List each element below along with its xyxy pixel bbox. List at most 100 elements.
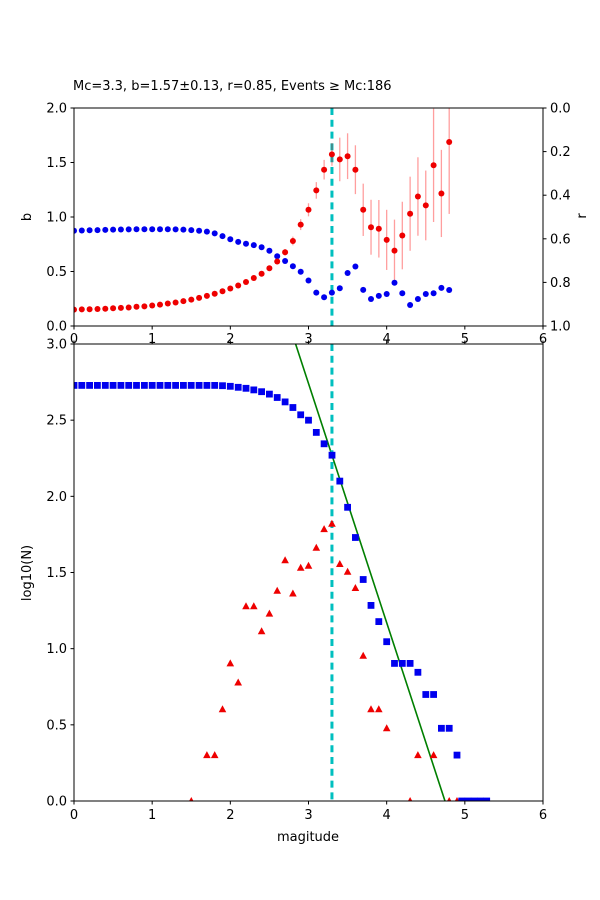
magnitude-tick-label: 5 (461, 808, 469, 823)
b-value-point (235, 238, 242, 245)
r-value-point (203, 292, 210, 299)
cumulative-count-point (383, 638, 391, 646)
incremental-count-point (382, 724, 391, 732)
top-subplot-b-r-chart: 0.0 0.5 1.0 1.5 2.0 0.0 0.2 0.4 0.6 0.8 1.0 0 1 2 3 4 5 6 (46, 102, 570, 348)
cumulative-count-point (352, 534, 359, 541)
gutenberg-richter-fit (294, 344, 446, 801)
b-value-point (258, 244, 265, 251)
incremental-count-point (447, 797, 452, 801)
b-value-point (399, 290, 406, 297)
incremental-count-point (226, 659, 235, 667)
b-value-point (203, 228, 210, 235)
cumulative-count-point (305, 416, 312, 424)
r-value-point (391, 247, 398, 254)
b-value-point (102, 226, 109, 233)
cumulative-count-point (141, 382, 148, 389)
r-value-point (383, 236, 390, 243)
magnitude-tick-label: 5 (461, 332, 469, 347)
b-value-point (360, 286, 367, 293)
magnitude-tick-label: 6 (539, 808, 547, 823)
magnitude-tick-label: 4 (383, 808, 391, 823)
b-value-point (157, 226, 163, 233)
r-value-point (258, 270, 265, 277)
magnitude-tick-label: 6 (539, 332, 547, 347)
log10n-tick-label: 2.0 (46, 490, 67, 505)
r-value-point (211, 290, 218, 297)
b-value-point (266, 247, 273, 254)
b-axis-tick-label: 0.0 (46, 320, 67, 335)
cumulative-count-point (94, 382, 101, 389)
cumulative-count-point (297, 411, 305, 419)
b-axis-tick-label: 0.5 (46, 265, 67, 280)
b-value-series (74, 226, 453, 308)
incremental-count-point (320, 525, 328, 533)
incremental-series (189, 519, 460, 801)
b-value-point (78, 227, 85, 234)
r-value-point (407, 210, 414, 217)
cumulative-count-point (477, 797, 484, 801)
cumulative-count-point (133, 382, 140, 389)
bottom-y-axis-label-log10n: log10(N) (20, 545, 35, 601)
r-value-point (414, 193, 421, 200)
r-value-point (188, 296, 195, 303)
r-value-point (274, 258, 281, 265)
incremental-count-point (359, 651, 367, 659)
incremental-count-point (367, 705, 375, 713)
b-value-point (141, 226, 148, 233)
incremental-count-point (234, 678, 242, 686)
r-value-point (196, 294, 203, 301)
b-value-point (368, 296, 374, 302)
magnitude-tick-label: 3 (304, 808, 312, 823)
incremental-count-point (407, 797, 413, 801)
b-value-point (391, 279, 398, 286)
top-right-axis-label-r: r (575, 213, 590, 219)
b-value-point (321, 294, 328, 301)
b-value-point (243, 240, 249, 247)
b-value-point (250, 242, 257, 249)
cumulative-count-point (195, 382, 203, 389)
r-value-point (446, 139, 453, 145)
r-value-point (368, 224, 374, 231)
cumulative-count-point (483, 797, 491, 801)
log10n-tick-label: 1.0 (46, 642, 67, 657)
cumulative-count-point (86, 382, 93, 389)
b-value-point (74, 227, 77, 234)
r-error-bars (276, 108, 450, 282)
b-value-point (274, 253, 281, 260)
magnitude-tick-label: 0 (70, 808, 78, 823)
b-value-point (180, 226, 187, 233)
cumulative-count-point (464, 797, 472, 801)
incremental-count-point (242, 602, 250, 610)
cumulative-count-point (470, 797, 478, 801)
incremental-count-point (304, 561, 313, 569)
b-value-point (414, 296, 421, 302)
cumulative-count-point (391, 660, 398, 667)
r-value-point (133, 303, 140, 310)
incremental-count-point (289, 589, 297, 597)
r-value-point (102, 305, 109, 312)
incremental-count-point (328, 519, 336, 527)
incremental-count-point (210, 751, 219, 759)
incremental-count-point (218, 705, 227, 713)
cumulative-count-point (406, 660, 414, 667)
cumulative-count-point (312, 429, 320, 436)
bottom-axes-frame (73, 343, 544, 802)
cumulative-count-point (430, 691, 437, 698)
cumulative-count-point (453, 751, 461, 759)
b-value-point (422, 291, 429, 297)
incremental-count-point (336, 560, 344, 567)
b-value-point (289, 263, 296, 270)
r-value-point (289, 238, 296, 244)
log10n-tick-label: 0.5 (46, 718, 67, 733)
b-value-point (149, 226, 156, 233)
top-axes-frame (73, 107, 544, 327)
cumulative-count-point (367, 602, 375, 609)
r-value-point (110, 305, 117, 312)
r-value-point (219, 288, 226, 295)
r-value-point (235, 282, 242, 289)
incremental-count-point (343, 567, 352, 575)
cumulative-count-point (289, 404, 297, 411)
r-value-point (430, 162, 437, 169)
incremental-count-point (189, 797, 194, 801)
